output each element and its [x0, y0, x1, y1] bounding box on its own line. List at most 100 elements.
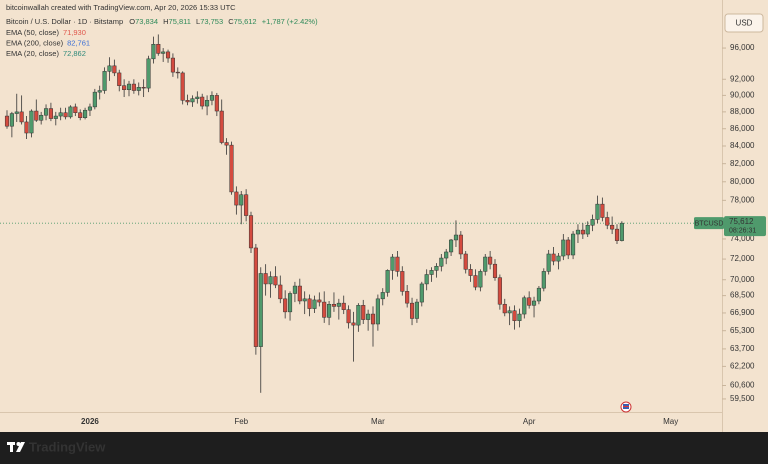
- candle-body: [502, 303, 507, 314]
- candle-body: [4, 115, 10, 127]
- candle-body: [483, 256, 488, 272]
- candle-body: [19, 111, 24, 123]
- candle-body: [346, 309, 351, 324]
- legend: bitcoinwallah created with TradingView.c…: [6, 3, 318, 58]
- candle-body: [156, 43, 161, 54]
- candle-body: [175, 71, 180, 74]
- candle-body: [366, 313, 371, 320]
- candle-body: [356, 305, 361, 326]
- candle-body: [102, 71, 107, 91]
- candle-body: [488, 256, 493, 265]
- candle-body: [131, 83, 136, 91]
- symbol-box: [694, 217, 724, 230]
- candle-body: [585, 224, 590, 235]
- ohlc-key: O: [129, 17, 135, 26]
- candle-body: [258, 273, 263, 347]
- candle-body: [522, 297, 527, 315]
- candle-body: [424, 274, 429, 285]
- y-tick-label: 92,000: [730, 74, 755, 83]
- symbol-label: BTCUSD: [695, 221, 724, 228]
- candle-body: [63, 112, 68, 118]
- candle-body: [317, 299, 322, 303]
- candle-body: [73, 106, 78, 113]
- x-tick-label: Mar: [371, 417, 385, 426]
- candle-body: [78, 112, 83, 118]
- candle-body: [283, 298, 288, 313]
- candle-body: [9, 113, 14, 127]
- y-tick-label: 78,000: [730, 195, 755, 204]
- candle-body: [351, 322, 356, 326]
- candle-body: [610, 224, 615, 230]
- candle-body: [53, 115, 58, 119]
- y-tick-label: 90,000: [730, 91, 755, 100]
- candle-body: [458, 234, 463, 255]
- candle-body: [302, 298, 307, 302]
- indicator-name: EMA (200, close): [6, 38, 64, 47]
- y-tick-label: 65,300: [730, 326, 755, 335]
- candle-body: [419, 283, 424, 303]
- candle-body: [561, 239, 566, 257]
- candle-body: [492, 263, 498, 278]
- indicator-value: 72,862: [63, 49, 86, 58]
- y-tick-label: 74,000: [730, 234, 755, 243]
- candle-body: [390, 256, 395, 271]
- indicator-name: EMA (50, close): [6, 28, 59, 37]
- candle-body: [273, 276, 278, 286]
- candle-body: [268, 276, 273, 285]
- candle-body: [170, 57, 175, 73]
- ohlc-value: 73,753: [200, 17, 223, 26]
- candle-body: [180, 72, 185, 101]
- logo-icon: [7, 442, 25, 452]
- candle-body: [444, 251, 449, 259]
- candle-body: [478, 271, 483, 288]
- x-tick-label: May: [663, 417, 678, 426]
- ohlc-key: L: [196, 17, 200, 26]
- candle-body: [214, 95, 219, 112]
- candle-body: [34, 110, 39, 121]
- candle-body: [141, 87, 146, 89]
- footer-bar: [0, 432, 768, 464]
- candle-body: [229, 144, 234, 193]
- candle-body: [48, 108, 53, 119]
- y-tick-label: 63,700: [730, 344, 755, 353]
- candle-body: [551, 253, 556, 262]
- y-tick-label: 62,200: [730, 361, 755, 370]
- candle-body: [571, 233, 576, 256]
- candle-body: [239, 194, 244, 206]
- candle-body: [107, 65, 112, 72]
- candle-body: [449, 239, 454, 253]
- brand[interactable]: TradingView: [29, 439, 106, 454]
- candle-body: [117, 72, 122, 86]
- candle-body: [161, 51, 166, 54]
- currency: USD: [736, 19, 753, 28]
- candle-body: [434, 265, 439, 271]
- currency-box[interactable]: [724, 13, 764, 33]
- candle-body: [185, 100, 190, 103]
- candle-body: [331, 303, 337, 307]
- candle-body: [224, 142, 229, 146]
- candle-body: [541, 271, 546, 289]
- candle-body: [468, 269, 473, 276]
- symbol-line: Bitcoin / U.S. Dollar · 1D · Bitstamp O7…: [6, 17, 318, 26]
- candle-body: [244, 194, 249, 216]
- candle-body: [292, 285, 297, 294]
- indicator: EMA (50, close) 71,930: [6, 28, 86, 37]
- candle-body: [400, 271, 405, 292]
- y-tick-label: 80,000: [730, 177, 755, 186]
- y-tick-label: 88,000: [730, 107, 755, 116]
- candle-body: [375, 298, 380, 325]
- event-flag[interactable]: [620, 401, 632, 413]
- x-tick-label: 2026: [81, 417, 99, 426]
- candle-body: [473, 275, 478, 288]
- candle-body: [575, 229, 581, 235]
- y-tick-label: 84,000: [730, 141, 755, 150]
- countdown-label: 08:26:31: [729, 228, 756, 235]
- candle-body: [278, 284, 283, 300]
- candle-body: [190, 98, 195, 103]
- x-tick-label: Feb: [234, 417, 248, 426]
- candle-body: [97, 90, 102, 93]
- candle-body: [507, 310, 512, 314]
- change: +1,787 (+2.42%): [262, 17, 318, 26]
- y-tick-label: 70,000: [730, 275, 755, 284]
- indicator-value: 71,930: [63, 28, 86, 37]
